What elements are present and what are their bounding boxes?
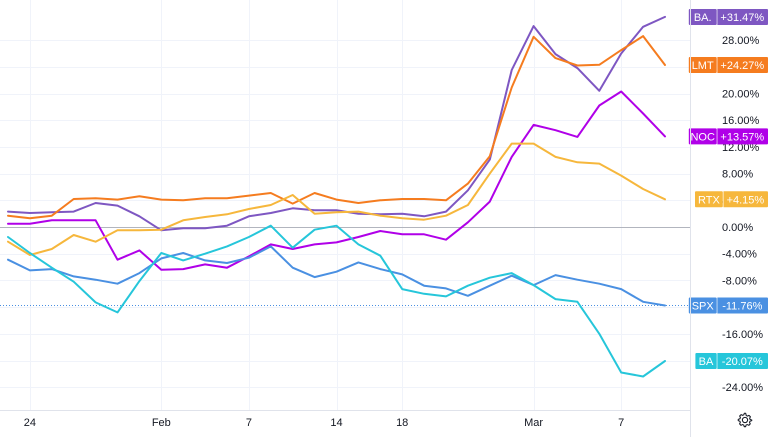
badge-value-bg: [716, 352, 768, 369]
badge-name-text: NOC: [690, 131, 715, 143]
x-tick-label: 7: [246, 417, 252, 429]
badge-value-bg: [722, 191, 768, 208]
badge-value-text: +13.57%: [720, 131, 764, 143]
badge-name-text: SPX: [692, 300, 715, 312]
badge-value-text: -20.07%: [722, 356, 763, 368]
badge-name-bg: [695, 191, 723, 208]
x-tick-label: Feb: [152, 417, 171, 429]
badge-name-text: RTX: [698, 194, 720, 206]
badge-value-text: +4.15%: [727, 194, 765, 206]
badge-name-bg: [688, 8, 717, 25]
x-axis-labels[interactable]: 24 Feb 7 14 18 Mar 7: [24, 417, 624, 429]
series-line-noc: [7, 90, 666, 271]
badge-value-text: -11.76%: [722, 300, 762, 312]
y-tick-label: 16.00%: [722, 115, 760, 127]
x-tick-label: Mar: [524, 417, 543, 429]
badge-name-bg: [695, 352, 717, 369]
y-tick-label: -24.00%: [722, 382, 763, 394]
badge-name-bg: [688, 128, 717, 145]
y-tick-label: 20.00%: [722, 89, 760, 101]
badge-spx: SPX -11.76%: [688, 297, 768, 314]
x-tick-label: 7: [618, 417, 624, 429]
series-line-rtx: [7, 142, 666, 256]
last-value-badges: BA. +31.47% LMT +24.27% NOC +13.57% RTX +4.15% S…: [688, 8, 768, 369]
y-tick-label: -8.00%: [722, 275, 757, 287]
grid-lines: [0, 0, 690, 410]
y-tick-label: -16.00%: [722, 329, 763, 341]
series-lines: [7, 15, 666, 378]
badge-lmt: LMT +24.27%: [688, 56, 768, 73]
series-line-lmt: [7, 35, 666, 220]
badge-name-text: BA: [699, 356, 714, 368]
badge-name-text: LMT: [692, 60, 714, 72]
series-line-ba-dot: [7, 15, 666, 232]
badge-ba-dot: BA. +31.47%: [688, 8, 768, 25]
badge-value-bg: [716, 8, 768, 25]
x-tick-label: 24: [24, 417, 36, 429]
y-tick-label: 8.00%: [722, 169, 753, 181]
y-tick-label: -4.00%: [722, 249, 757, 261]
y-tick-label: 12.00%: [722, 142, 760, 154]
badge-noc: NOC +13.57%: [688, 128, 768, 145]
x-tick-label: 14: [330, 417, 342, 429]
x-tick-label: 18: [396, 417, 408, 429]
series-line-ba: [7, 224, 666, 378]
badge-value-bg: [716, 297, 768, 314]
y-tick-label: 0.00%: [722, 222, 753, 234]
badge-ba: BA -20.07%: [695, 352, 768, 369]
badge-value-text: +24.27%: [720, 60, 764, 72]
badge-value-bg: [716, 128, 768, 145]
badge-value-text: +31.47%: [720, 12, 764, 24]
badge-name-text: BA.: [694, 12, 712, 24]
y-tick-label: 28.00%: [722, 35, 760, 47]
badge-rtx: RTX +4.15%: [695, 191, 768, 208]
badge-value-bg: [716, 56, 768, 73]
gear-icon[interactable]: [736, 411, 754, 429]
badge-name-bg: [688, 56, 717, 73]
series-line-spx: [7, 245, 666, 307]
badge-name-bg: [688, 297, 717, 314]
